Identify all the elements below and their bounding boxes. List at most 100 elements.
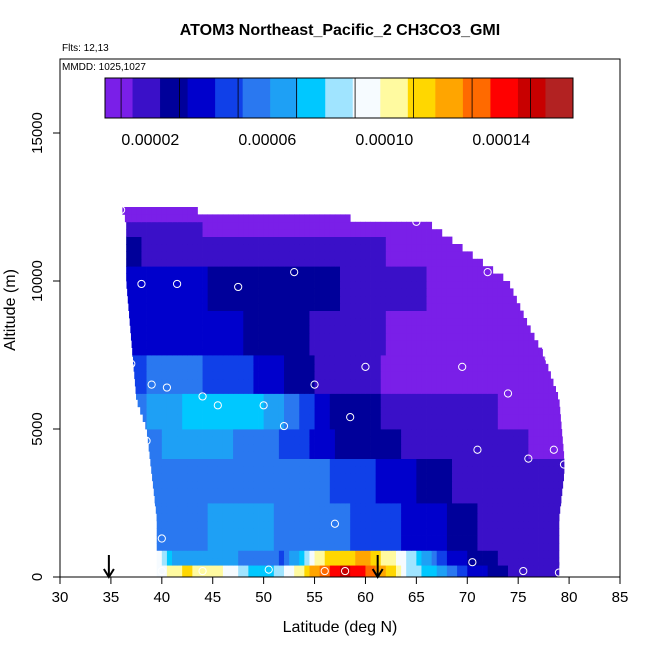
- heatmap-cell: [294, 406, 300, 415]
- heatmap-cell: [518, 340, 524, 348]
- heatmap-cell: [406, 513, 412, 522]
- heatmap-cell: [212, 473, 219, 482]
- heatmap-cell: [548, 569, 555, 577]
- heatmap-cell: [202, 535, 209, 544]
- heatmap-cell: [441, 318, 448, 326]
- heatmap-cell: [558, 429, 563, 437]
- heatmap-cell: [238, 429, 244, 437]
- heatmap-cell: [243, 392, 249, 400]
- heatmap-cell: [314, 244, 321, 252]
- heatmap-cell: [284, 421, 290, 430]
- heatmap-cell: [334, 266, 341, 274]
- heatmap-cell: [401, 535, 407, 544]
- heatmap-cell: [319, 451, 326, 459]
- heatmap-cell: [324, 295, 331, 304]
- heatmap-cell: [416, 378, 422, 387]
- heatmap-cell: [457, 480, 463, 489]
- heatmap-cell: [543, 495, 550, 504]
- heatmap-cell: [441, 356, 448, 365]
- heatmap-cell: [441, 505, 448, 514]
- heatmap-cell: [127, 288, 132, 297]
- heatmap-cell: [538, 371, 545, 380]
- heatmap-cell: [548, 392, 555, 400]
- heatmap-cell: [207, 569, 214, 577]
- heatmap-cell: [212, 513, 219, 522]
- heatmap-cell: [355, 258, 361, 267]
- heatmap-cell: [472, 318, 478, 326]
- heatmap-cell: [156, 436, 163, 445]
- heatmap-cell: [380, 480, 387, 489]
- heatmap-cell: [238, 535, 244, 544]
- heatmap-cell: [533, 356, 539, 365]
- heatmap-cell: [192, 281, 198, 289]
- heatmap-cell: [284, 273, 290, 282]
- heatmap-cell: [416, 569, 422, 577]
- heatmap-cell: [243, 229, 249, 237]
- heatmap-cell: [482, 550, 489, 559]
- heatmap-cell: [319, 513, 326, 522]
- heatmap-cell: [166, 273, 173, 282]
- heatmap-cell: [513, 436, 519, 445]
- heatmap-cell: [513, 562, 519, 570]
- heatmap-cell: [426, 557, 433, 566]
- heatmap-cell: [441, 378, 448, 387]
- heatmap-cell: [528, 347, 534, 356]
- heatmap-cell: [324, 528, 331, 536]
- heatmap-cell: [166, 356, 173, 365]
- heatmap-cell: [319, 488, 326, 496]
- heatmap-cell: [411, 332, 417, 341]
- heatmap-cell: [289, 214, 295, 223]
- heatmap-cell: [309, 295, 315, 304]
- heatmap-cell: [207, 495, 214, 504]
- heatmap-cell: [370, 303, 377, 311]
- heatmap-cell: [238, 386, 244, 394]
- heatmap-cell: [401, 399, 407, 408]
- heatmap-cell: [345, 513, 351, 522]
- heatmap-cell: [268, 429, 275, 437]
- heatmap-cell: [136, 273, 142, 282]
- heatmap-cell: [350, 443, 356, 452]
- heatmap-cell: [477, 258, 483, 267]
- heatmap-cell: [289, 466, 295, 474]
- heatmap-cell: [385, 562, 392, 570]
- heatmap-cell: [426, 288, 433, 297]
- heatmap-cell: [340, 332, 346, 341]
- heatmap-cell: [314, 557, 321, 566]
- heatmap-cell: [523, 414, 529, 422]
- heatmap-cell: [238, 273, 244, 282]
- heatmap-cell: [477, 488, 483, 496]
- heatmap-cell: [217, 562, 224, 570]
- heatmap-cell: [268, 347, 275, 356]
- heatmap-cell: [207, 528, 214, 536]
- heatmap-cell: [238, 221, 244, 230]
- heatmap-cell: [161, 356, 168, 365]
- heatmap-cell: [253, 535, 259, 544]
- heatmap-cell: [441, 542, 448, 551]
- heatmap-cell: [278, 550, 285, 559]
- heatmap-cell: [396, 251, 402, 260]
- heatmap-cell: [172, 332, 178, 341]
- heatmap-cell: [166, 513, 173, 522]
- heatmap-cell: [436, 340, 443, 348]
- heatmap-cell: [401, 236, 407, 245]
- heatmap-cell: [177, 236, 183, 245]
- heatmap-cell: [340, 569, 346, 577]
- heatmap-cell: [513, 550, 519, 559]
- heatmap-cell: [375, 363, 382, 372]
- heatmap-cell: [228, 371, 234, 380]
- heatmap-cell: [212, 244, 219, 252]
- heatmap-cell: [141, 347, 147, 356]
- heatmap-cell: [207, 451, 214, 459]
- heatmap-cell: [129, 310, 132, 319]
- heatmap-cell: [299, 557, 305, 566]
- heatmap-cell: [375, 386, 382, 394]
- heatmap-cell: [426, 221, 433, 230]
- heatmap-cell: [406, 363, 412, 372]
- heatmap-cell: [243, 363, 249, 372]
- heatmap-cell: [390, 488, 397, 496]
- heatmap-cell: [222, 562, 229, 570]
- heatmap-cell: [233, 214, 239, 223]
- heatmap-cell: [345, 421, 351, 430]
- heatmap-cell: [207, 473, 214, 482]
- heatmap-cell: [462, 281, 468, 289]
